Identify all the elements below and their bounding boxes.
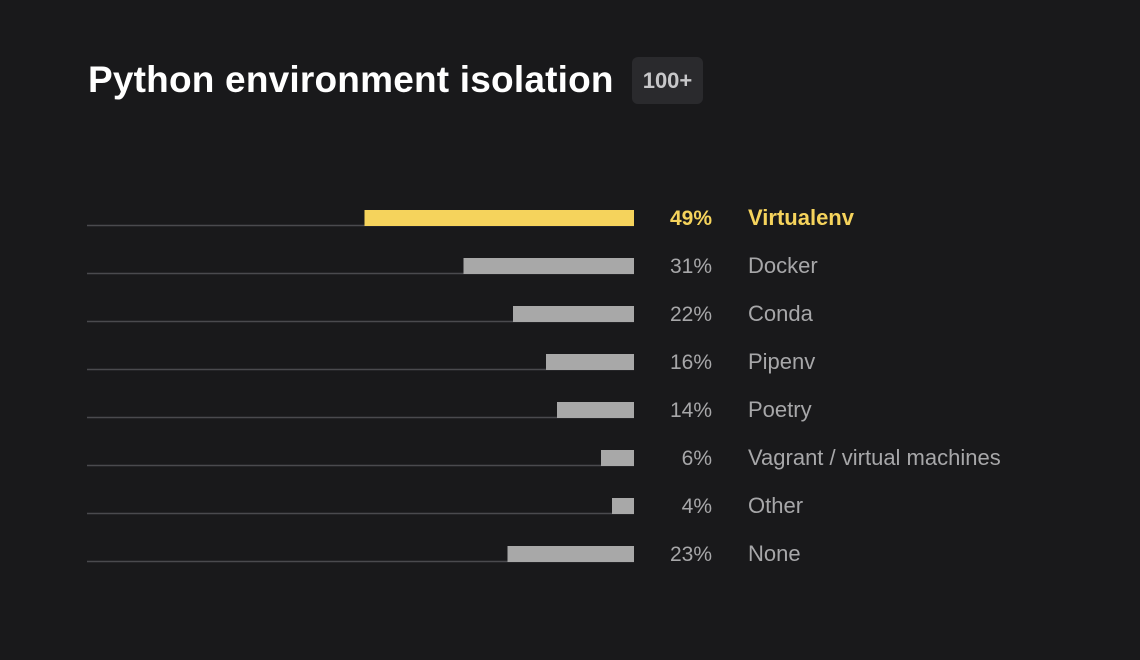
bar-conda (513, 306, 634, 322)
bar-vagrant-virtual-machines (601, 450, 634, 466)
category-label: Poetry (748, 397, 812, 422)
category-label: Vagrant / virtual machines (748, 445, 1001, 470)
value-label: 22% (670, 303, 712, 326)
value-label: 14% (670, 399, 712, 422)
bar-virtualenv (364, 210, 634, 226)
value-label: 49% (670, 207, 712, 230)
value-label: 23% (670, 543, 712, 566)
bar-docker (463, 258, 634, 274)
value-label: 31% (670, 255, 712, 278)
bar-none (507, 546, 634, 562)
respondents-badge: 100+ (631, 56, 704, 104)
category-label: Docker (748, 253, 818, 278)
category-label: Pipenv (748, 349, 815, 374)
bar-other (612, 498, 634, 514)
category-label: Virtualenv (748, 205, 855, 230)
category-label: Other (748, 493, 803, 518)
chart-header: Python environment isolation 100+ (88, 56, 704, 104)
value-label: 4% (682, 495, 712, 518)
category-label: None (748, 541, 801, 566)
chart-title: Python environment isolation (88, 59, 614, 100)
value-label: 16% (670, 351, 712, 374)
bar-pipenv (546, 354, 634, 370)
value-label: 6% (682, 447, 712, 470)
category-label: Conda (748, 301, 814, 326)
bar-poetry (557, 402, 634, 418)
